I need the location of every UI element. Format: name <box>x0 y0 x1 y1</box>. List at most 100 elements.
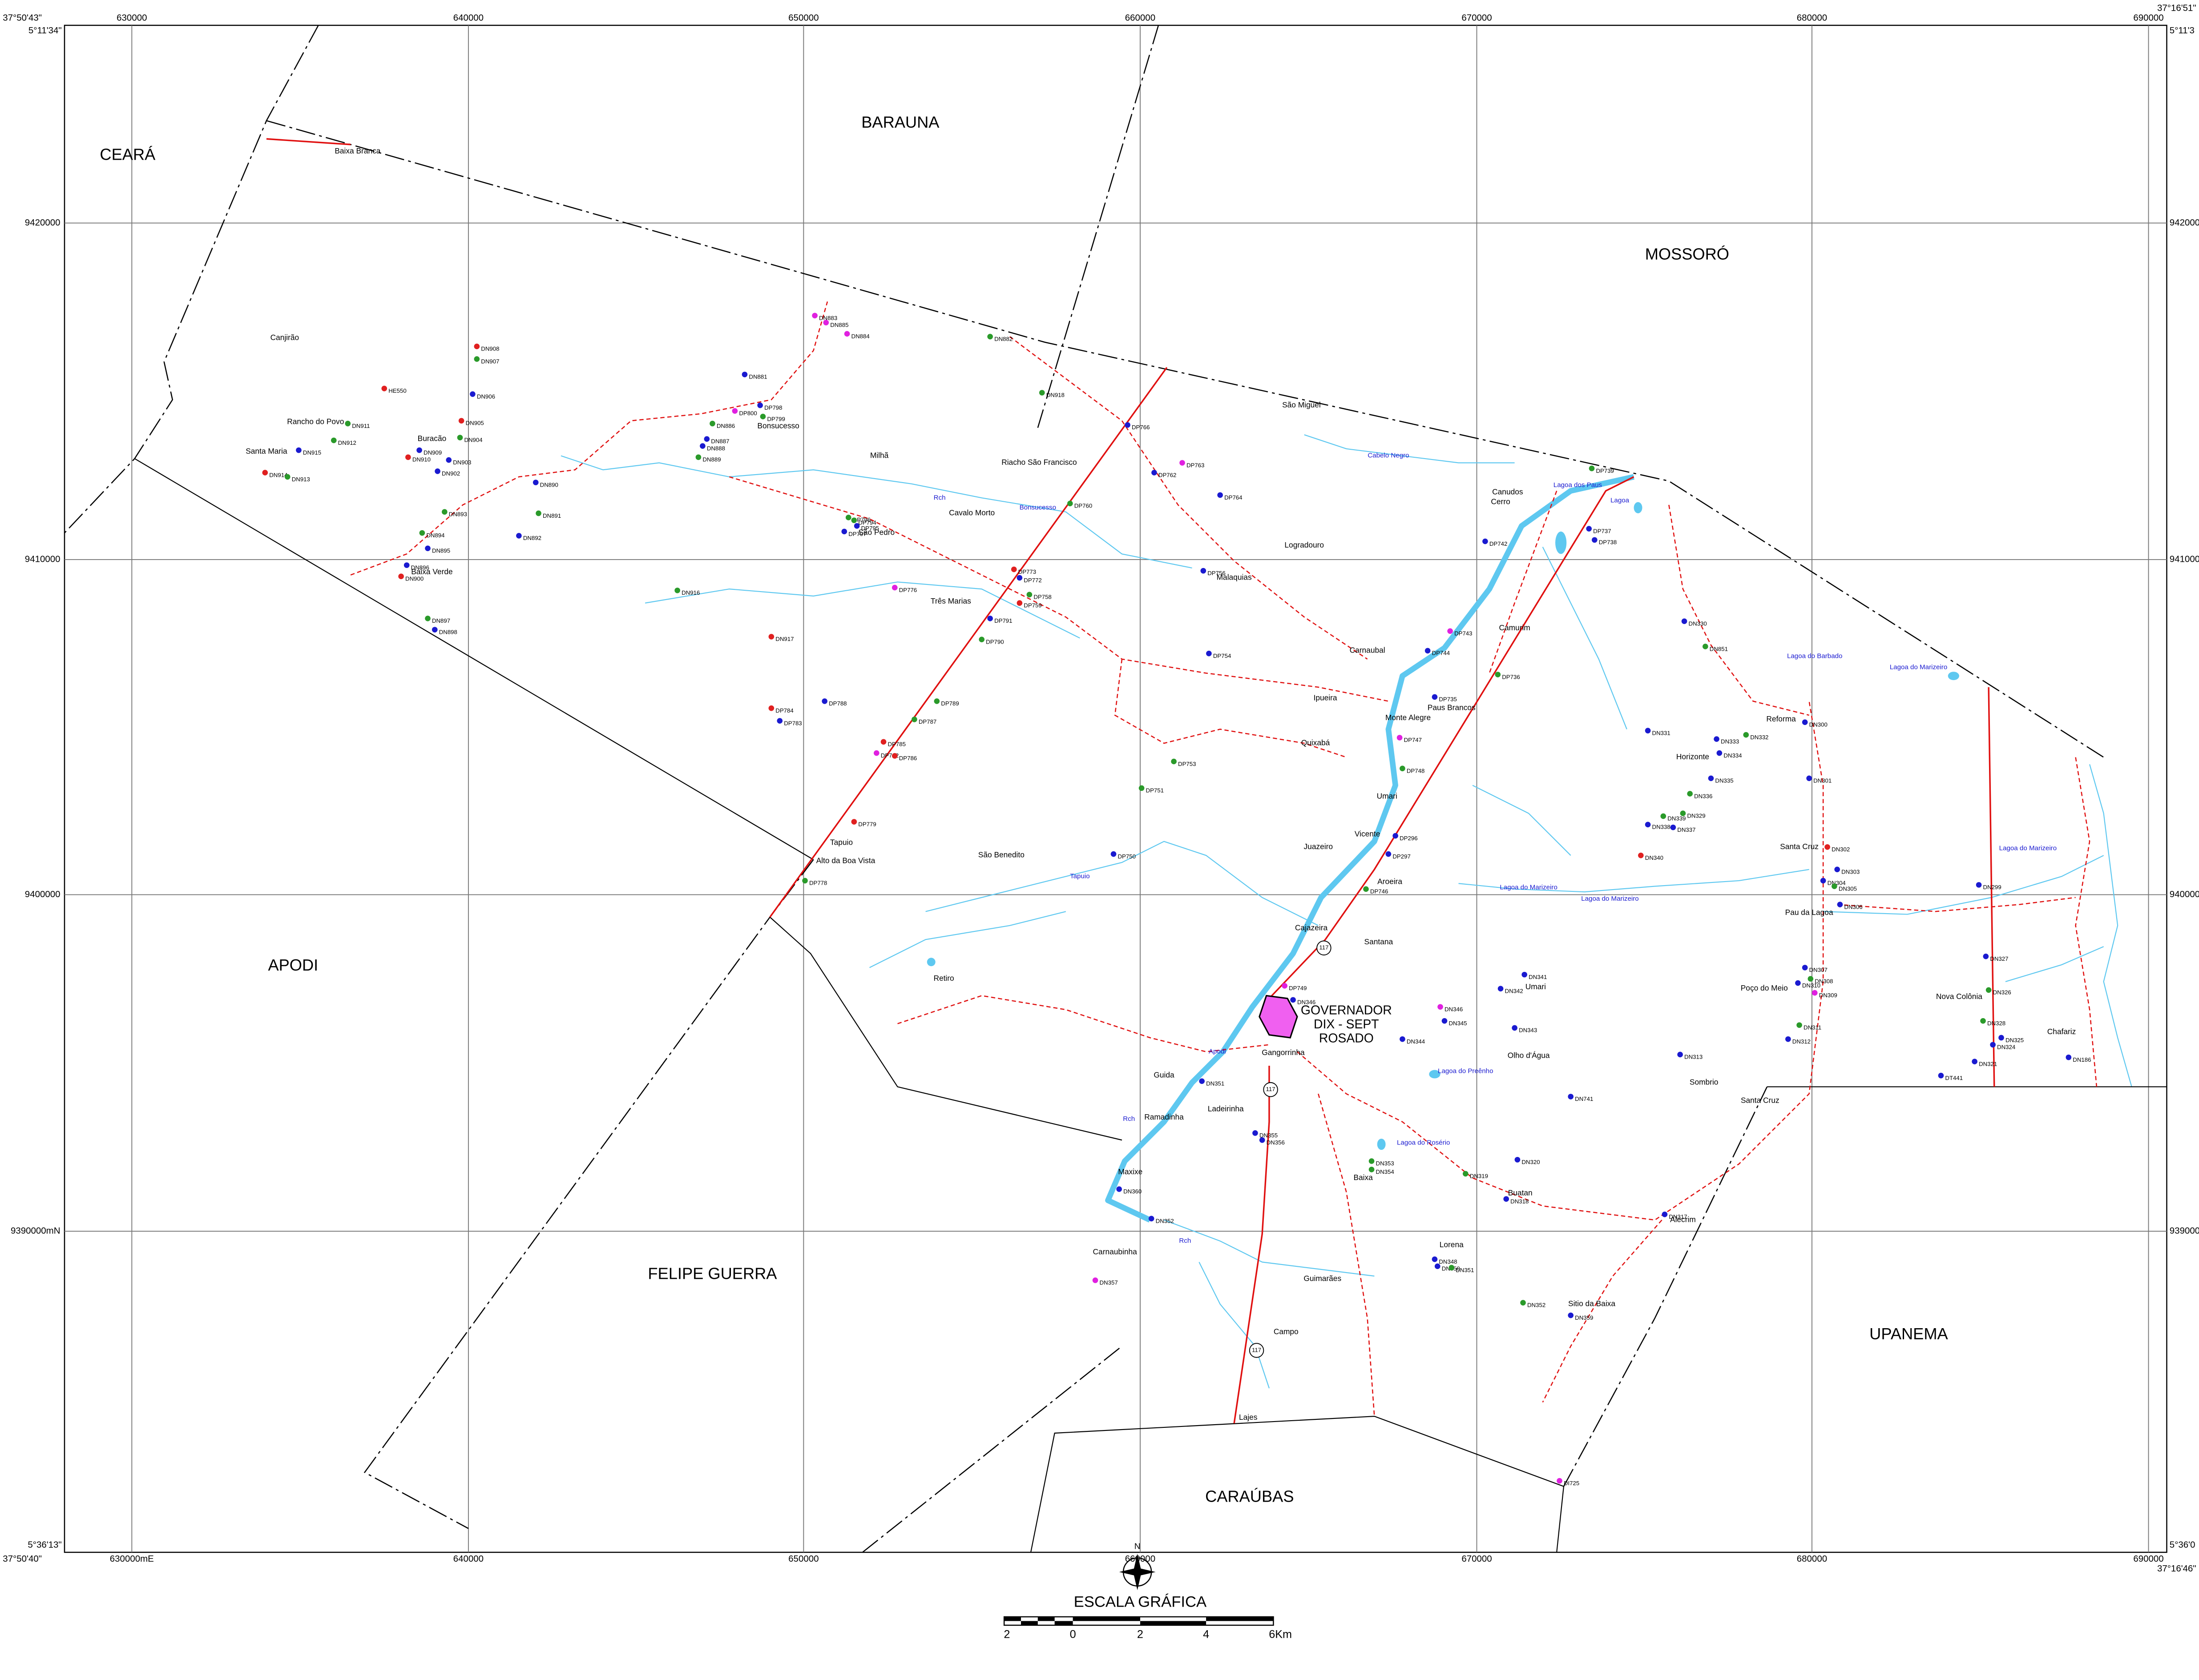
track <box>1009 336 1368 660</box>
well-marker <box>1703 644 1708 649</box>
well-marker <box>851 517 857 524</box>
place-name: Bonsucesso <box>757 421 799 430</box>
scale-segment <box>1004 1616 1021 1621</box>
road <box>266 138 351 145</box>
scale-tick-label: 4 <box>1203 1628 1209 1641</box>
well-label: DP764 <box>1224 494 1242 501</box>
well-marker <box>435 468 440 474</box>
easting-label: 650000 <box>788 1554 819 1564</box>
well-marker <box>1802 719 1808 725</box>
water-name: Lagoa <box>1610 497 1630 504</box>
well-label: DP758 <box>1033 594 1051 600</box>
well-marker <box>1110 851 1117 857</box>
place-name: São Miguel <box>1282 400 1321 409</box>
place-name: Nova Colônia <box>1936 992 1982 1001</box>
corner-coordinate: 37°16'51" <box>2157 3 2196 13</box>
well-marker <box>1638 852 1644 858</box>
scale-segment <box>1037 1616 1055 1621</box>
corner-coordinate: 37°16'46" <box>2157 1563 2196 1574</box>
place-name: Chafariz <box>2047 1027 2076 1036</box>
stream <box>925 841 1319 926</box>
region-name: UPANEMA <box>1869 1325 1948 1343</box>
well-marker <box>474 356 480 362</box>
region-name: CARAÚBAS <box>1205 1487 1294 1506</box>
lake <box>1948 672 1959 681</box>
well-marker <box>1586 526 1592 532</box>
scale-bar <box>1003 1616 1274 1626</box>
well-marker <box>1282 983 1287 989</box>
well-label: DP749 <box>1289 985 1307 991</box>
place-name: Malaquias <box>1217 573 1252 582</box>
well-marker <box>1802 965 1808 971</box>
place-name: Quixabá <box>1301 738 1330 747</box>
stream <box>1164 1219 1375 1277</box>
well-label: DN348 <box>1439 1258 1457 1265</box>
well-marker <box>1148 1216 1154 1221</box>
road <box>1268 476 1634 999</box>
well-label: DN340 <box>1645 854 1663 861</box>
water-name: Rch <box>1179 1237 1191 1245</box>
well-marker <box>851 819 857 825</box>
well-label: DP773 <box>1018 568 1036 575</box>
well-marker <box>470 391 476 397</box>
corner-coordinate: 5°11'3 <box>2170 25 2195 36</box>
place-name: Juazeiro <box>1304 842 1333 851</box>
well-marker <box>873 750 880 756</box>
state-boundary <box>64 25 319 533</box>
place-name: Olho d'Água <box>1508 1051 1550 1060</box>
well-label: DN302 <box>1832 846 1850 853</box>
well-label: DN896 <box>411 564 429 571</box>
well-label: DP778 <box>809 880 827 886</box>
track <box>897 995 1270 1052</box>
well-marker <box>1067 500 1073 507</box>
well-marker <box>442 509 448 515</box>
water-name: Rch <box>1123 1115 1135 1123</box>
well-label: DN903 <box>453 459 471 466</box>
well-label: DN330 <box>1689 620 1707 627</box>
well-label: DN328 <box>1987 1020 2005 1027</box>
well-marker <box>398 573 404 580</box>
well-marker <box>912 717 917 722</box>
well-marker <box>934 698 940 704</box>
water-name: Lagoa do Preênho <box>1438 1068 1493 1075</box>
well-marker <box>1026 592 1033 598</box>
scale-segment <box>1206 1616 1274 1621</box>
well-marker <box>533 479 539 485</box>
well-label: DN895 <box>432 548 450 554</box>
scale-tick-label: 6Km <box>1269 1628 1292 1641</box>
well-marker <box>1670 824 1676 830</box>
well-label: DN324 <box>1997 1044 2015 1051</box>
place-name: Sitio da Baixa <box>1568 1299 1615 1308</box>
northing-label: 9400000 <box>25 889 61 899</box>
well-label: DP791 <box>994 617 1012 624</box>
municipal-boundary <box>862 1346 1122 1553</box>
scale-segment <box>1054 1621 1073 1625</box>
track <box>1668 504 1809 716</box>
place-name: Horizonte <box>1676 752 1709 761</box>
well-marker <box>1976 882 1982 888</box>
well-label: DN357 <box>1100 1279 1118 1286</box>
well-label: DP784 <box>775 707 793 714</box>
well-label: DN300 <box>1809 721 1828 728</box>
well-marker <box>1011 566 1017 572</box>
well-marker <box>405 454 411 460</box>
well-marker <box>425 616 431 621</box>
lake <box>1555 531 1567 554</box>
place-name: Paus Brancos <box>1428 703 1476 712</box>
well-label: DP746 <box>1370 888 1388 895</box>
well-marker <box>812 313 818 318</box>
well-marker <box>1432 694 1438 700</box>
well-marker <box>1514 1156 1521 1163</box>
well-marker <box>768 705 775 711</box>
well-label: DP738 <box>1599 539 1617 546</box>
well-label: DP779 <box>858 821 876 827</box>
road-number: 117 <box>1266 1086 1275 1092</box>
place-name: Monte Alegre <box>1385 713 1431 722</box>
well-marker <box>979 637 985 643</box>
well-label: DP800 <box>739 410 757 417</box>
northing-label: 9400000 <box>2170 889 2199 899</box>
well-label: DN338 <box>1652 824 1670 830</box>
scale-title: ESCALA GRÁFICA <box>1074 1593 1207 1611</box>
well-label: DN342 <box>1505 987 1523 994</box>
place-name: Riacho São Francisco <box>1001 458 1077 467</box>
